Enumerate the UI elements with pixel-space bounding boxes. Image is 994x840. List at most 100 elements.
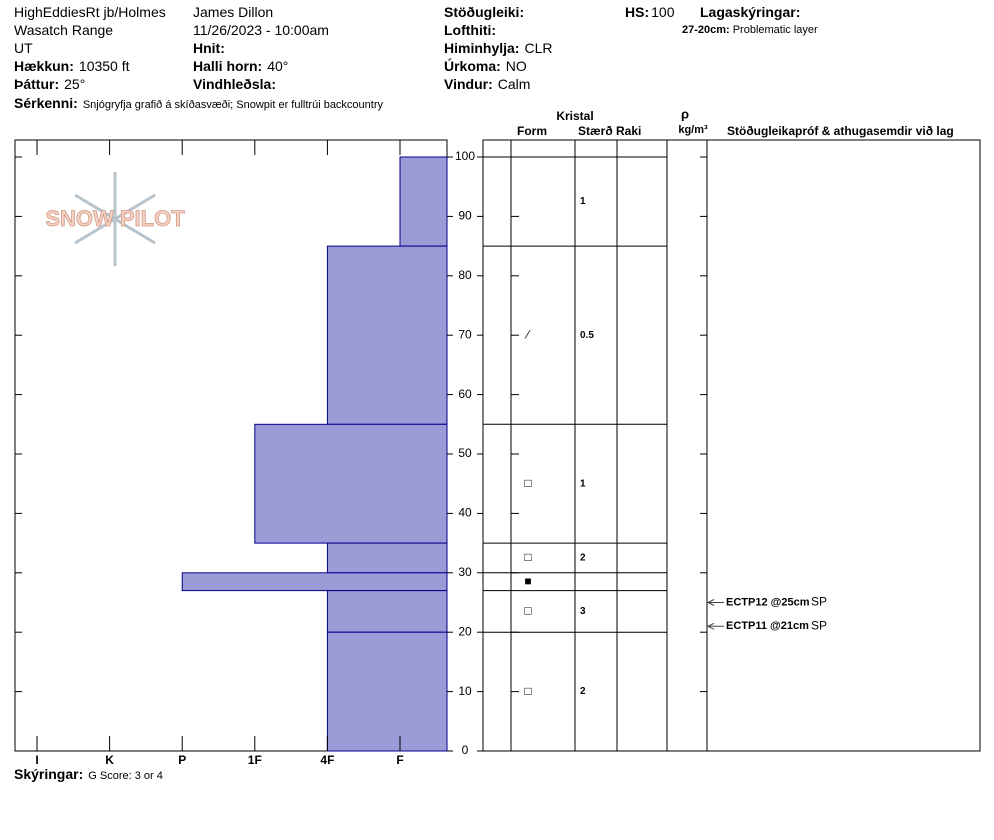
grain-size: 2 <box>580 686 586 697</box>
header-density: ρ <box>681 106 689 121</box>
x-tick-label: I <box>35 753 38 767</box>
site: HighEddiesRt jb/Holmes <box>14 4 166 20</box>
value: 10350 ft <box>78 58 130 74</box>
grain-form: ⁄ <box>524 327 531 341</box>
y-tick-label: 0 <box>462 743 469 757</box>
y-tick-label: 100 <box>455 149 475 163</box>
test-arrow <box>706 622 724 630</box>
header-form: Form <box>517 124 547 138</box>
label: Hnit: <box>193 40 225 56</box>
test-arrow <box>706 599 724 606</box>
y-tick-label: 10 <box>458 684 472 698</box>
value: CLR <box>524 40 553 56</box>
logo-flake <box>74 172 156 266</box>
table-columns <box>510 140 708 751</box>
coords: Hnit: <box>193 40 230 56</box>
precip: Úrkoma: NO <box>444 58 527 74</box>
x-tick-label: 1F <box>248 753 262 767</box>
value: 25° <box>64 76 86 92</box>
grain-form: ■ <box>524 574 531 588</box>
hardness-bar <box>326 631 448 752</box>
y-tick-label: 50 <box>458 446 472 460</box>
label: Sérkenni: <box>14 95 78 111</box>
logo: SNOW PILOT <box>45 206 185 231</box>
y-tick-label: 20 <box>458 624 472 638</box>
header-moisture: Raki <box>616 124 641 138</box>
grain-form: □ <box>524 476 531 490</box>
hs: HS: 100 <box>625 4 674 20</box>
header-size: Stærð <box>578 124 613 138</box>
grain-size: 1 <box>580 478 586 489</box>
grain-size: 3 <box>580 606 586 617</box>
label: Himinhylja: <box>444 40 520 56</box>
x-tick-label: K <box>105 753 114 767</box>
header-tests: Stöðugleikapróf & athugasemdir við lag <box>727 124 954 138</box>
y-tick-label: 40 <box>458 506 472 520</box>
label: Lagaskýringar: <box>700 4 801 20</box>
layer-note: 27-20cm: Problematic layer <box>682 24 818 36</box>
layer-notes: Lagaskýringar: <box>700 4 805 20</box>
value: 40° <box>267 58 289 74</box>
grain-size: 0.5 <box>580 330 594 341</box>
y-tick-label: 70 <box>458 327 472 341</box>
wind-loading: Vindhleðsla: <box>193 76 281 92</box>
value: 100 <box>651 4 675 20</box>
hardness-bar <box>181 572 448 592</box>
label: HS: <box>625 4 650 20</box>
label: Stöðugleiki: <box>444 4 525 20</box>
datetime: 11/26/2023 - 10:00am <box>193 22 329 38</box>
hardness-bar <box>326 590 448 633</box>
value: Snjógryfja grafið á skíðasvæði; Snowpit … <box>82 99 384 111</box>
footer: Skýringar: G Score: 3 or 4 <box>14 766 163 782</box>
grain-form: □ <box>524 684 531 698</box>
header-crystal: Kristal <box>556 109 593 123</box>
range: 27-20cm: <box>682 24 730 36</box>
specifics: Sérkenni: Snjógryfja grafið á skíðasvæði;… <box>14 95 383 111</box>
table-frame <box>482 139 981 752</box>
note: Problematic layer <box>732 24 818 36</box>
value: NO <box>505 58 527 74</box>
wind: Vindur: Calm <box>444 76 530 92</box>
elevation: Hækkun: 10350 ft <box>14 58 130 74</box>
label: Skýringar: <box>14 766 84 782</box>
slope: Halli horn: 40° <box>193 58 288 74</box>
value: Calm <box>497 76 531 92</box>
label: Halli horn: <box>193 58 263 74</box>
test-code: SP <box>811 618 827 632</box>
y-tick-label: 60 <box>458 387 472 401</box>
state: UT <box>14 40 33 56</box>
hardness-bar <box>326 245 448 425</box>
test-label: ECTP12 @25cm <box>726 596 810 608</box>
label: Lofthiti: <box>444 22 497 38</box>
y-tick-label: 80 <box>458 268 472 282</box>
stability: Stöðugleiki: <box>444 4 529 20</box>
test-code: SP <box>811 595 827 609</box>
label: Þáttur: <box>14 76 60 92</box>
grain-size: 2 <box>580 553 586 564</box>
observer: James Dillon <box>193 4 274 20</box>
range: Wasatch Range <box>14 22 114 38</box>
label: Vindhleðsla: <box>193 76 276 92</box>
label: Hækkun: <box>14 58 74 74</box>
x-tick-label: 4F <box>320 753 334 767</box>
aspect: Þáttur: 25° <box>14 76 85 92</box>
label: Vindur: <box>444 76 493 92</box>
hardness-bar <box>399 156 448 247</box>
sky: Himinhylja: CLR <box>444 40 552 56</box>
y-tick-label: 90 <box>458 209 472 223</box>
x-tick-label: P <box>178 753 186 767</box>
grain-form: □ <box>524 604 531 618</box>
grain-size: 1 <box>580 196 586 207</box>
header-density-unit: kg/m³ <box>678 124 708 136</box>
y-tick-label: 30 <box>458 565 472 579</box>
grain-form: □ <box>524 550 531 564</box>
air-temp: Lofthiti: <box>444 22 501 38</box>
test-label: ECTP11 @21cm <box>726 620 809 632</box>
hardness-bar <box>326 542 448 574</box>
label: Úrkoma: <box>444 58 501 74</box>
x-tick-label: F <box>396 753 403 767</box>
hardness-bar <box>254 423 448 544</box>
value: G Score: 3 or 4 <box>88 770 163 782</box>
